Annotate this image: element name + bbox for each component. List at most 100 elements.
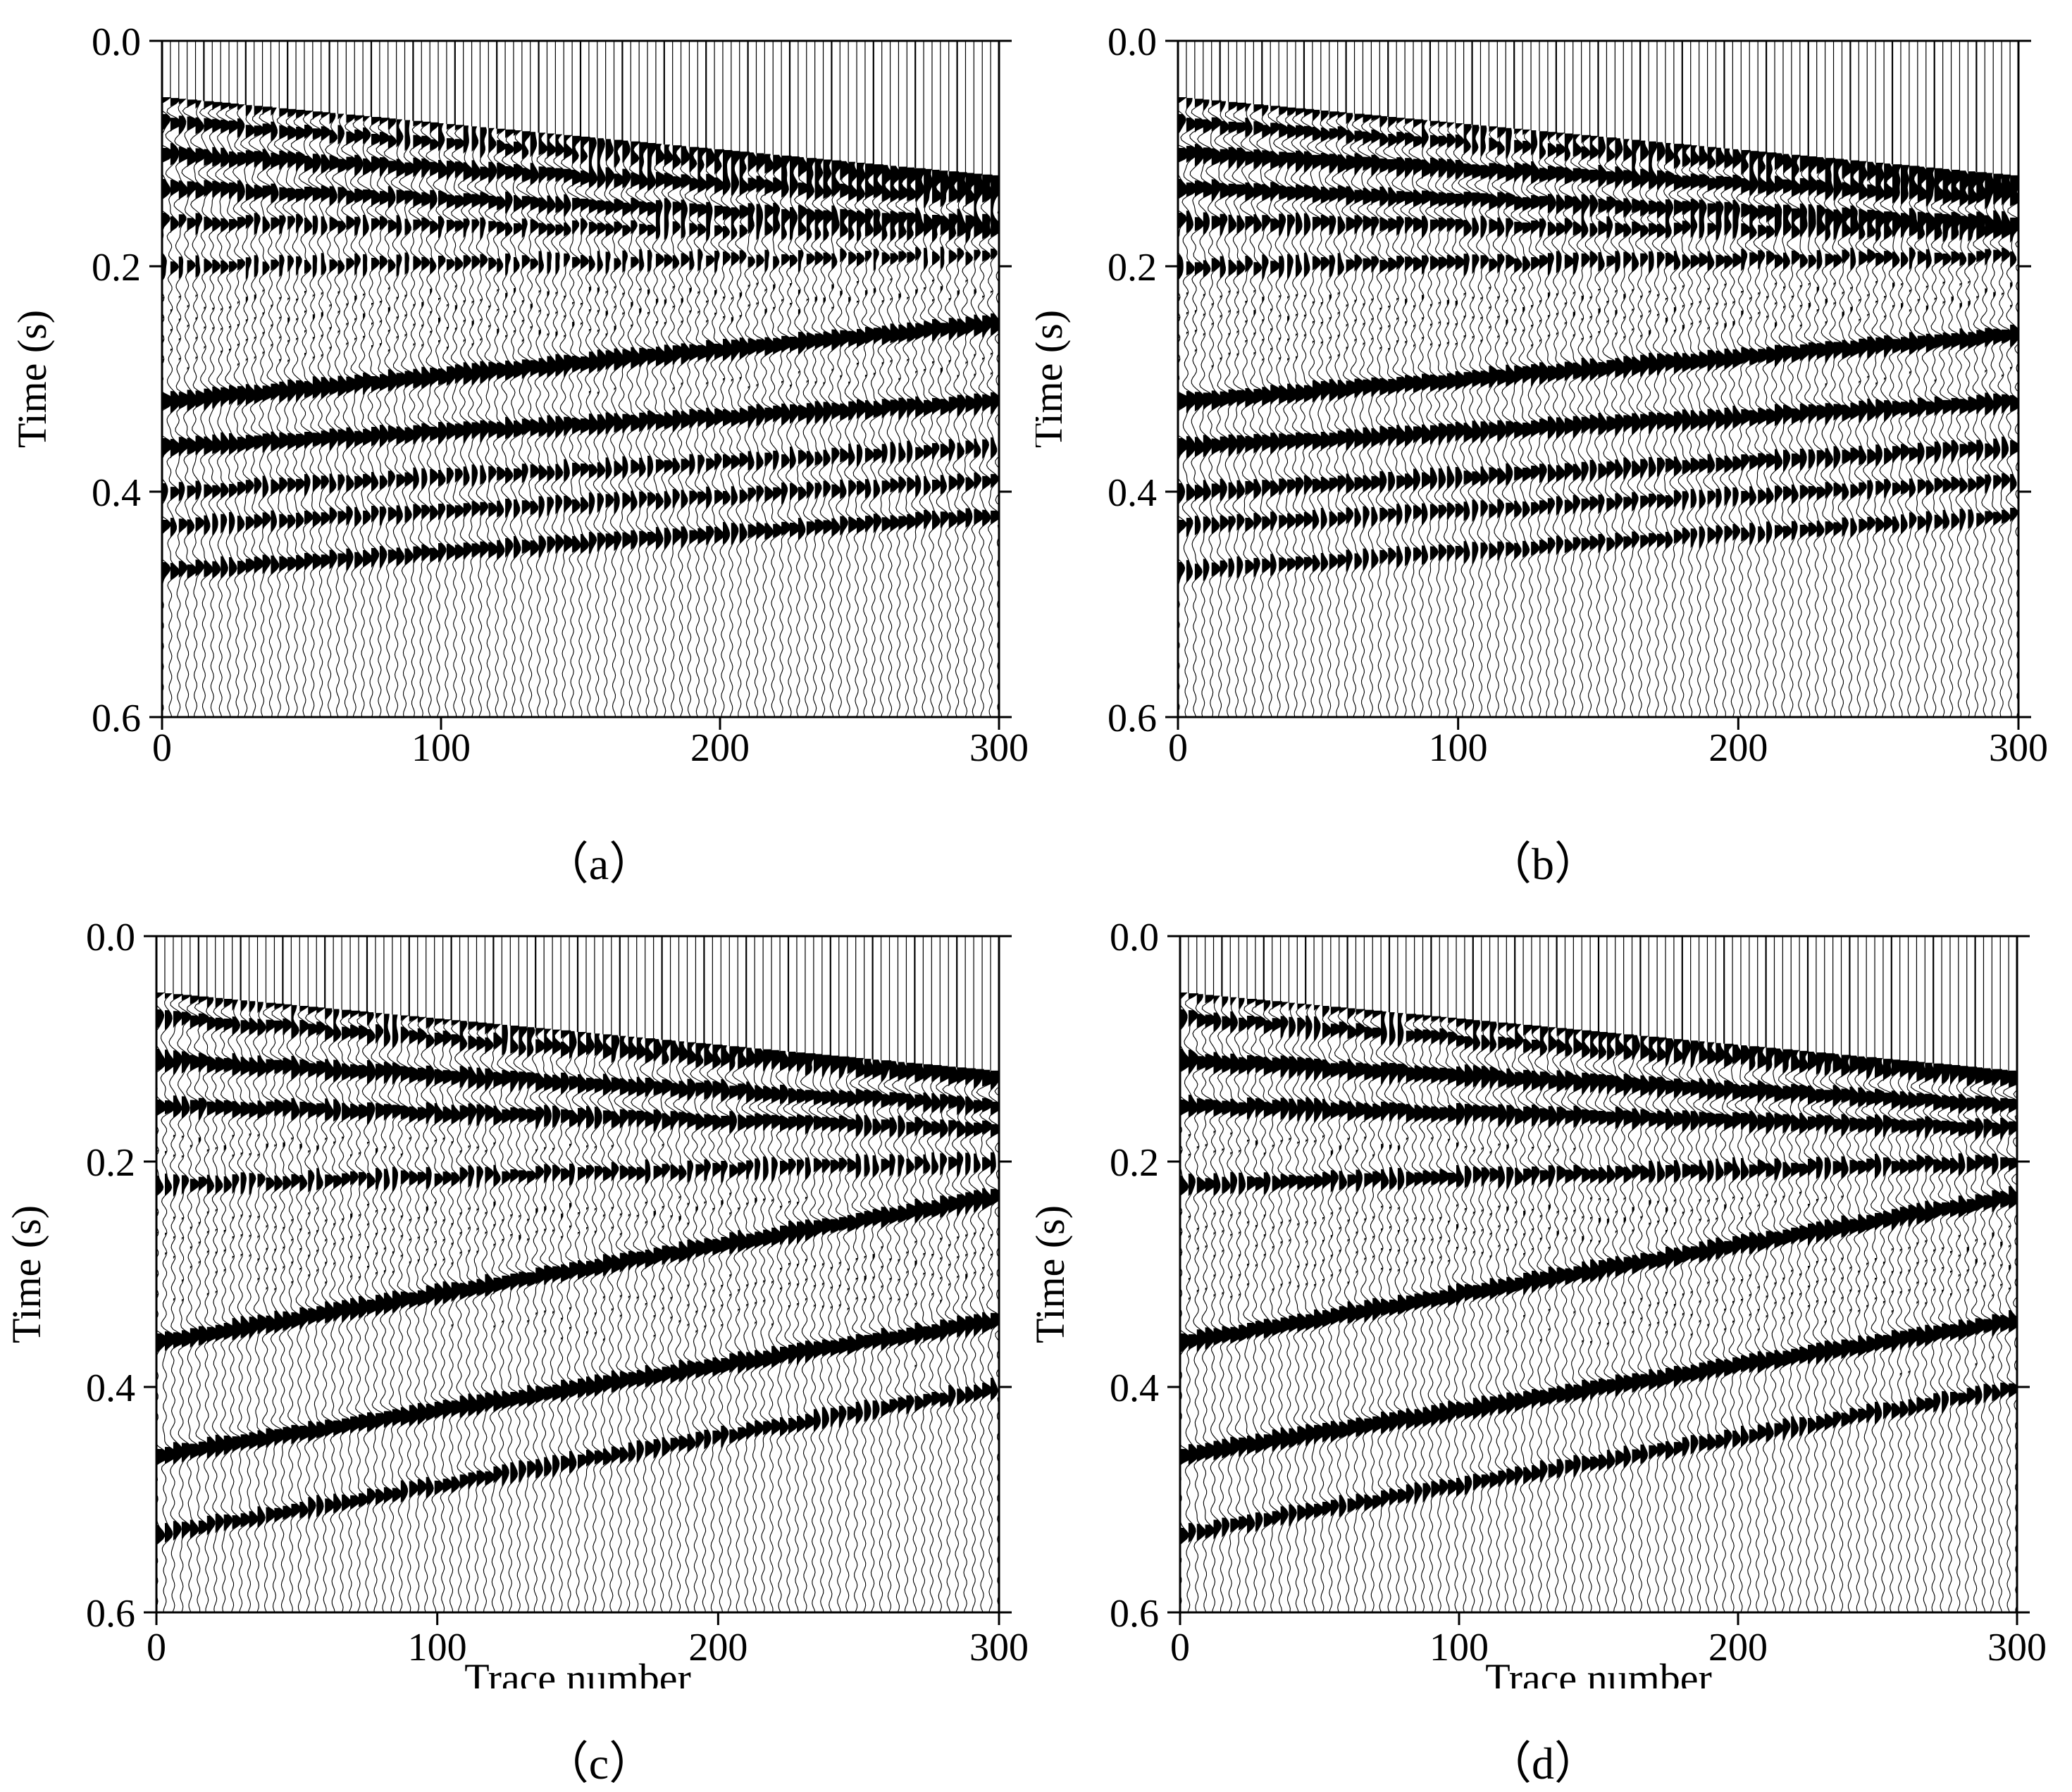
trace-wiggle bbox=[261, 1002, 277, 1612]
trace-fill bbox=[1489, 126, 1499, 561]
x-tick-label: 0 bbox=[152, 726, 172, 770]
trace-fill bbox=[797, 1052, 807, 1433]
trace-fill bbox=[1917, 166, 1928, 530]
trace-wiggle bbox=[1837, 159, 1852, 717]
trace-wiggle bbox=[968, 1069, 984, 1612]
y-axis-label: Time (s) bbox=[1036, 1205, 1073, 1343]
trace-fill bbox=[645, 1038, 655, 1458]
trace-fill bbox=[1766, 1047, 1776, 1443]
trace-fill bbox=[165, 993, 175, 1543]
trace-fill bbox=[2000, 1069, 2011, 1400]
trace-fill bbox=[948, 171, 959, 530]
x-tick-label: 0 bbox=[1168, 726, 1188, 770]
trace-fill bbox=[798, 157, 808, 541]
y-tick-label: 0.6 bbox=[92, 697, 141, 740]
trace-wiggle bbox=[1197, 99, 1214, 717]
trace-fill bbox=[907, 167, 917, 531]
trace-wiggle bbox=[727, 150, 742, 717]
trace-fill bbox=[299, 1006, 310, 1519]
trace-wiggle bbox=[442, 123, 457, 717]
x-tick-label: 0 bbox=[147, 1626, 166, 1669]
trace-fill bbox=[687, 1042, 697, 1454]
trace-fill bbox=[266, 1002, 276, 1524]
trace-fill bbox=[1405, 118, 1415, 567]
trace-fill bbox=[1255, 1000, 1265, 1533]
trace-wiggle bbox=[597, 1034, 614, 1612]
trace-wiggle bbox=[1770, 153, 1785, 717]
trace-fill bbox=[1272, 1001, 1282, 1526]
trace-fill bbox=[1640, 140, 1651, 549]
trace-fill bbox=[1899, 1060, 1910, 1419]
trace-wiggle bbox=[256, 106, 273, 717]
trace-fill bbox=[376, 1013, 385, 1507]
trace-fill bbox=[162, 97, 172, 582]
trace-fill bbox=[1320, 111, 1331, 573]
trace-fill bbox=[1205, 995, 1215, 1539]
trace-fill bbox=[195, 100, 206, 577]
trace-fill bbox=[1414, 1014, 1425, 1505]
trace-wiggle bbox=[1192, 994, 1208, 1612]
trace-fill bbox=[1816, 1052, 1826, 1433]
trace-wiggle bbox=[1803, 1051, 1818, 1612]
panel-d: 0.0 0.2 0.4 0.6 0 100 200 300 Trace number Time (… bbox=[1036, 892, 2072, 1788]
trace-fill bbox=[337, 113, 348, 568]
plot-frame bbox=[1179, 935, 2018, 1614]
plot-frame bbox=[155, 935, 1000, 1614]
trace-wiggle bbox=[462, 1021, 479, 1612]
trace-wiggle bbox=[1820, 158, 1836, 717]
trace-fill bbox=[1758, 151, 1768, 544]
trace-wiggle bbox=[236, 1000, 252, 1612]
trace-fill bbox=[1632, 139, 1642, 549]
y-tick-label: 0.4 bbox=[86, 1367, 135, 1410]
trace-wiggle bbox=[1735, 1045, 1751, 1612]
trace-wiggle bbox=[1970, 1066, 1986, 1612]
trace-wiggle bbox=[769, 154, 783, 717]
trace-fill bbox=[823, 159, 833, 535]
y-tick-label: 0.0 bbox=[92, 20, 141, 64]
trace-wiggle bbox=[1225, 997, 1241, 1612]
trace-wiggle bbox=[1484, 1021, 1501, 1612]
trace-wiggle bbox=[589, 1033, 605, 1612]
trace-fill bbox=[788, 1052, 798, 1435]
trace-fill bbox=[1741, 150, 1751, 542]
trace-fill bbox=[1833, 158, 1844, 537]
trace-fill bbox=[1582, 1030, 1592, 1473]
trace-fill bbox=[1985, 173, 1995, 525]
trace-wiggle bbox=[1601, 1033, 1618, 1612]
trace-wiggle bbox=[173, 98, 190, 717]
trace-wiggle bbox=[1214, 101, 1231, 717]
trace-fill bbox=[1188, 993, 1198, 1543]
trace-fill bbox=[1590, 1031, 1600, 1471]
trace-fill bbox=[1657, 1037, 1668, 1457]
trace-wiggle bbox=[1290, 108, 1306, 717]
trace-fill bbox=[619, 1035, 630, 1464]
trace-fill bbox=[400, 1015, 411, 1503]
trace-wiggle bbox=[752, 153, 767, 717]
trace-wiggle bbox=[1744, 1046, 1760, 1612]
trace-wiggle bbox=[1828, 1054, 1844, 1612]
trace-wiggle bbox=[1534, 1026, 1551, 1612]
trace-wiggle bbox=[340, 114, 356, 717]
trace-wiggle bbox=[1418, 1015, 1434, 1612]
trace-wiggle bbox=[817, 1054, 833, 1612]
trace-fill bbox=[1842, 159, 1852, 537]
trace-wiggle bbox=[1785, 1050, 1801, 1612]
trace-fill bbox=[738, 1047, 748, 1442]
trace-wiggle bbox=[1248, 104, 1264, 717]
trace-fill bbox=[857, 163, 867, 535]
trace-wiggle bbox=[1888, 163, 1903, 717]
trace-wiggle bbox=[724, 1046, 740, 1612]
trace-wiggle bbox=[1871, 162, 1886, 717]
trace-fill bbox=[1379, 116, 1390, 564]
trace-fill bbox=[1472, 125, 1482, 565]
trace-wiggle bbox=[1510, 1023, 1525, 1612]
trace-wiggle bbox=[1391, 117, 1407, 717]
trace-wiggle bbox=[1795, 155, 1811, 717]
trace-wiggle bbox=[454, 1021, 471, 1612]
trace-fill bbox=[1194, 99, 1205, 581]
trace-fill bbox=[1413, 119, 1423, 562]
trace-fill bbox=[1213, 995, 1224, 1540]
trace-fill bbox=[316, 1007, 327, 1518]
trace-wiggle bbox=[976, 1069, 993, 1612]
trace-wiggle bbox=[800, 1053, 816, 1612]
